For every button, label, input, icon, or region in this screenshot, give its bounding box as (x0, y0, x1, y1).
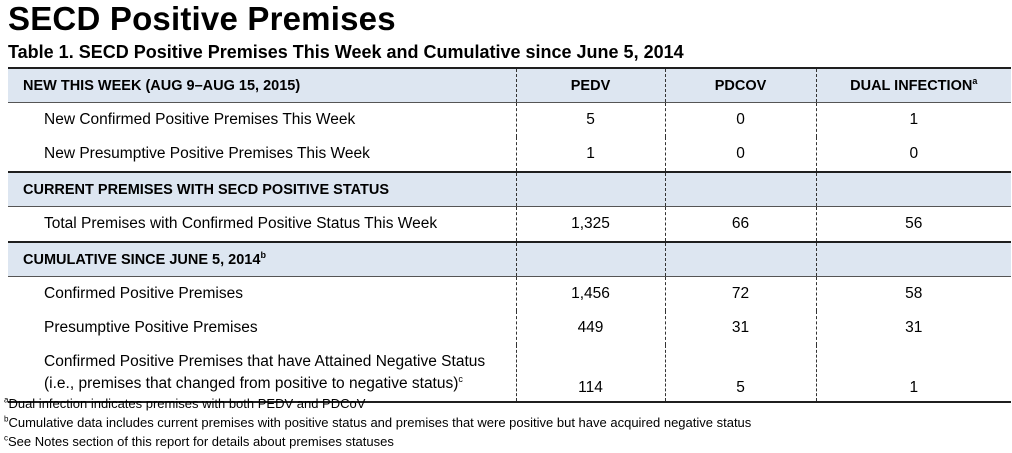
row-label: Total Premises with Confirmed Positive S… (8, 206, 517, 242)
cell-pdcov: 72 (665, 276, 817, 311)
cell-dual: 0 (909, 145, 919, 162)
cell-dual: 1 (816, 345, 1011, 403)
row-label-line-2-text: (i.e., premises that changed from positi… (44, 375, 459, 392)
cell-pedv: 449 (516, 311, 666, 345)
table-title: Table 1. SECD Positive Premises This Wee… (8, 42, 684, 62)
table-row: Total Premises with Confirmed Positive S… (8, 206, 1011, 242)
footnote-mark: b (4, 414, 9, 424)
secd-premises-table: NEW THIS WEEK (AUG 9–AUG 15, 2015) PEDV … (8, 67, 1011, 403)
empty-header-cell (665, 241, 817, 277)
row-label: Confirmed Positive Premises that have At… (8, 345, 517, 403)
cell-dual: 58 (905, 285, 923, 302)
footnote: cSee Notes section of this report for de… (4, 432, 751, 451)
table-row: New Confirmed Positive Premises This Wee… (8, 102, 1011, 137)
cell-dual: 56 (905, 215, 923, 232)
cell-pdcov: 31 (665, 311, 817, 345)
table-row: New Presumptive Positive Premises This W… (8, 137, 1011, 172)
section-header-new-this-week: NEW THIS WEEK (AUG 9–AUG 15, 2015) PEDV … (8, 67, 1011, 103)
section-label-text: CUMULATIVE SINCE JUNE 5, 2014 (23, 251, 261, 268)
cell-pedv: 1 (516, 137, 666, 172)
cell-dual: 1 (909, 111, 919, 128)
footnote-text: Cumulative data includes current premise… (8, 415, 752, 430)
row-label-line-1: Confirmed Positive Premises that have At… (44, 353, 486, 370)
empty-header-cell (665, 171, 817, 207)
footnote: bCumulative data includes current premis… (4, 413, 751, 432)
footnote: aDual infection indicates premises with … (4, 394, 751, 413)
empty-header-cell (516, 171, 666, 207)
row-label: Presumptive Positive Premises (8, 311, 517, 345)
column-header-dual-infection: DUAL INFECTIONa (816, 67, 1011, 103)
row-label: New Presumptive Positive Premises This W… (8, 137, 517, 172)
footnote-mark-c: c (458, 373, 463, 384)
footnotes: aDual infection indicates premises with … (4, 394, 751, 451)
row-label: Confirmed Positive Premises (8, 276, 517, 311)
section-label: NEW THIS WEEK (AUG 9–AUG 15, 2015) (8, 67, 517, 103)
empty-header-cell (516, 241, 666, 277)
section-header-current: CURRENT PREMISES WITH SECD POSITIVE STAT… (8, 171, 1011, 207)
footnote-mark: c (4, 433, 8, 443)
column-header-dual-label: DUAL INFECTION (850, 77, 973, 94)
cell-pdcov: 0 (665, 102, 817, 137)
cell-dual: 31 (905, 319, 923, 336)
section-header-cumulative: CUMULATIVE SINCE JUNE 5, 2014b (8, 241, 1011, 277)
footnote-text: Dual infection indicates premises with b… (8, 396, 366, 411)
empty-header-cell (816, 171, 1011, 207)
footnote-mark-b: b (260, 249, 266, 260)
footnote-text: See Notes section of this report for det… (8, 434, 394, 449)
cell-pdcov: 0 (665, 137, 817, 172)
column-header-pdcov: PDCOV (665, 67, 817, 103)
section-label: CURRENT PREMISES WITH SECD POSITIVE STAT… (8, 171, 517, 207)
footnote-mark-a: a (972, 75, 978, 86)
column-header-pedv: PEDV (516, 67, 666, 103)
table-row: Confirmed Positive Premises 1,456 72 58 (8, 276, 1011, 311)
footnote-mark: a (4, 395, 9, 405)
cell-pedv: 114 (516, 345, 666, 403)
cell-pedv: 5 (516, 102, 666, 137)
cell-pedv: 1,456 (516, 276, 666, 311)
empty-header-cell (816, 241, 1011, 277)
cell-pdcov: 5 (665, 345, 817, 403)
section-label: CUMULATIVE SINCE JUNE 5, 2014b (8, 241, 517, 277)
page-title: SECD Positive Premises (8, 0, 396, 37)
table-row: Confirmed Positive Premises that have At… (8, 345, 1011, 403)
cell-pdcov: 66 (665, 206, 817, 242)
row-label-line-2: (i.e., premises that changed from positi… (44, 373, 516, 395)
row-label: New Confirmed Positive Premises This Wee… (8, 102, 517, 137)
table-row: Presumptive Positive Premises 449 31 31 (8, 311, 1011, 345)
cell-pedv: 1,325 (516, 206, 666, 242)
